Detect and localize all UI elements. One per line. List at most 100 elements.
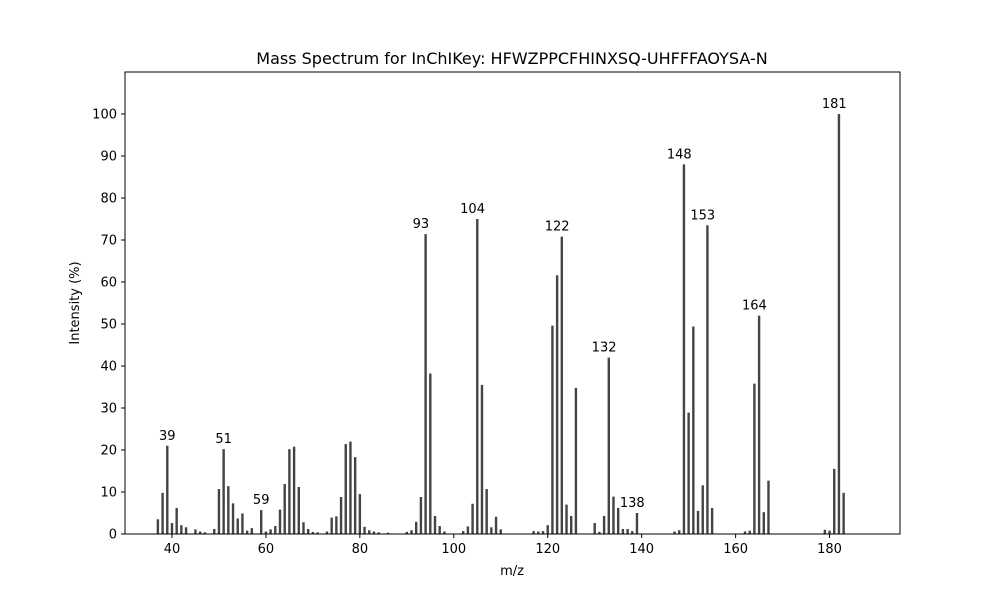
bar-mz-135 bbox=[616, 507, 620, 534]
bar-mz-59 bbox=[260, 510, 263, 534]
bar-mz-82 bbox=[368, 530, 371, 534]
bar-mz-77 bbox=[344, 444, 347, 534]
y-tick-label-60: 60 bbox=[100, 276, 117, 291]
bar-mz-52 bbox=[227, 486, 230, 534]
bar-mz-164 bbox=[753, 383, 756, 534]
bar-mz-107 bbox=[485, 489, 488, 534]
bar-mz-118 bbox=[537, 531, 540, 534]
peak-label-181: 181 bbox=[822, 97, 847, 112]
bar-mz-136 bbox=[621, 528, 625, 534]
bar-mz-39 bbox=[166, 445, 169, 534]
y-tick-label-80: 80 bbox=[100, 192, 117, 207]
x-tick-label-160: 160 bbox=[723, 542, 748, 557]
peak-label-104: 104 bbox=[460, 202, 485, 217]
bar-mz-84 bbox=[377, 532, 380, 534]
bar-mz-181 bbox=[833, 468, 836, 534]
x-tick-label-180: 180 bbox=[817, 542, 842, 557]
bar-mz-92 bbox=[415, 521, 418, 534]
x-tick-label-100: 100 bbox=[441, 542, 466, 557]
bar-mz-124 bbox=[565, 504, 568, 534]
peak-label-132: 132 bbox=[592, 341, 617, 356]
bar-mz-153 bbox=[701, 485, 704, 534]
bar-mz-133 bbox=[607, 357, 610, 534]
bar-mz-67 bbox=[297, 486, 300, 534]
x-axis-label: m/z bbox=[500, 564, 524, 579]
bar-mz-96 bbox=[433, 515, 437, 534]
bar-mz-138 bbox=[631, 531, 634, 534]
bar-mz-110 bbox=[499, 529, 502, 534]
x-tick-label-60: 60 bbox=[258, 542, 275, 557]
bar-mz-37 bbox=[156, 519, 160, 534]
bar-mz-65 bbox=[288, 449, 291, 534]
plot-frame bbox=[124, 71, 901, 535]
bar-mz-165 bbox=[757, 315, 761, 534]
bar-mz-41 bbox=[175, 507, 178, 534]
bar-mz-74 bbox=[330, 517, 333, 534]
bar-mz-43 bbox=[184, 527, 188, 534]
bar-mz-117 bbox=[532, 531, 535, 534]
bar-mz-50 bbox=[217, 489, 221, 534]
bar-mz-45 bbox=[194, 529, 197, 534]
bar-mz-102 bbox=[461, 531, 465, 534]
bar-mz-78 bbox=[349, 441, 352, 534]
y-tick-label-40: 40 bbox=[100, 360, 117, 375]
bar-mz-55 bbox=[241, 513, 244, 534]
bar-mz-103 bbox=[466, 526, 470, 534]
bar-mz-106 bbox=[480, 384, 484, 534]
bar-mz-123 bbox=[560, 236, 564, 534]
bar-mz-63 bbox=[278, 509, 282, 534]
bar-mz-132 bbox=[602, 515, 606, 534]
peak-labels-group: 39 51 59 93 104 122 132 138 148 153 164 181 bbox=[159, 97, 847, 511]
peak-label-164: 164 bbox=[742, 299, 767, 314]
bar-mz-126 bbox=[574, 387, 578, 534]
bar-mz-154 bbox=[706, 225, 709, 535]
peak-label-138: 138 bbox=[620, 496, 645, 511]
bar-mz-179 bbox=[823, 529, 827, 534]
bar-mz-53 bbox=[231, 503, 235, 534]
chart-title: Mass Spectrum for InChIKey: HFWZPPCFHINX… bbox=[256, 49, 767, 68]
bar-mz-148 bbox=[678, 530, 681, 534]
bar-mz-93 bbox=[419, 497, 423, 534]
y-tick-label-100: 100 bbox=[92, 108, 117, 123]
bar-mz-137 bbox=[626, 528, 629, 534]
bar-mz-66 bbox=[292, 446, 296, 534]
bar-mz-167 bbox=[767, 480, 770, 534]
bar-mz-166 bbox=[762, 512, 765, 534]
x-tick-label-120: 120 bbox=[535, 542, 560, 557]
bar-mz-61 bbox=[269, 529, 272, 534]
bar-mz-68 bbox=[302, 522, 305, 534]
bar-mz-47 bbox=[203, 532, 207, 534]
peak-label-59: 59 bbox=[253, 493, 270, 508]
peak-label-153: 153 bbox=[690, 208, 715, 223]
bar-mz-94 bbox=[424, 234, 427, 534]
y-axis-ticks: 0 10 20 30 40 50 60 70 80 90 100 bbox=[92, 108, 125, 543]
bar-mz-183 bbox=[842, 492, 845, 534]
bar-mz-98 bbox=[443, 531, 446, 534]
y-tick-label-70: 70 bbox=[100, 234, 117, 249]
peak-label-39: 39 bbox=[159, 429, 176, 444]
x-tick-label-140: 140 bbox=[629, 542, 654, 557]
y-tick-label-20: 20 bbox=[100, 444, 117, 459]
bar-mz-86 bbox=[386, 532, 390, 534]
bar-mz-109 bbox=[494, 516, 498, 534]
bar-mz-125 bbox=[570, 515, 573, 534]
bar-mz-151 bbox=[692, 326, 695, 534]
bar-mz-42 bbox=[180, 525, 183, 534]
bar-mz-76 bbox=[339, 497, 343, 534]
bar-mz-149 bbox=[682, 164, 686, 534]
bar-mz-119 bbox=[541, 531, 545, 534]
peak-label-93: 93 bbox=[413, 217, 430, 232]
bar-mz-180 bbox=[828, 530, 831, 534]
bar-mz-40 bbox=[170, 523, 174, 534]
bars-group bbox=[156, 114, 845, 535]
bar-mz-62 bbox=[274, 526, 277, 534]
bar-mz-75 bbox=[335, 516, 338, 534]
bar-mz-70 bbox=[311, 531, 315, 534]
bar-mz-83 bbox=[372, 531, 376, 534]
bar-mz-97 bbox=[438, 526, 441, 534]
x-axis-ticks: 40 60 80 100 120 140 160 180 bbox=[164, 534, 842, 557]
y-tick-label-90: 90 bbox=[100, 150, 117, 165]
